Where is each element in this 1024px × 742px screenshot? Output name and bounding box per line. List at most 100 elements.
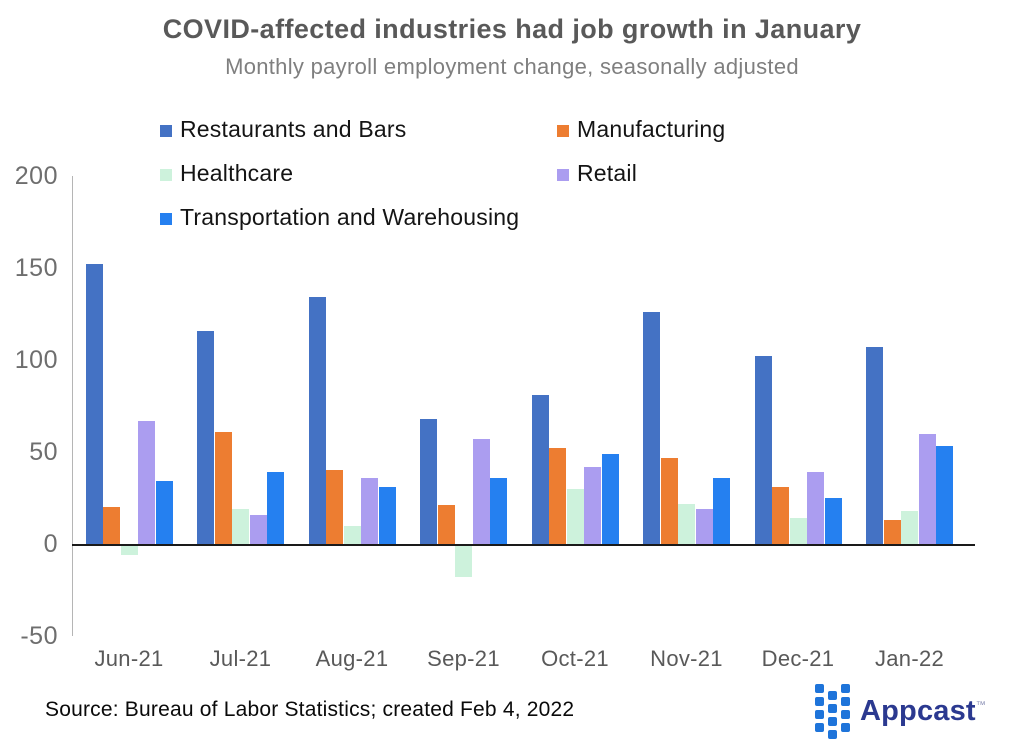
legend-item: Healthcare (160, 160, 557, 187)
y-tick-label: 150 (14, 254, 58, 282)
appcast-icon-dot (840, 684, 850, 693)
legend-swatch (160, 168, 172, 181)
bar (267, 472, 284, 544)
appcast-logo: Appcast™ (814, 684, 986, 739)
bar (643, 312, 660, 544)
bar (197, 330, 214, 544)
bar (343, 525, 361, 544)
bar (824, 498, 842, 544)
legend-item: Restaurants and Bars (160, 116, 557, 143)
x-tick-label: Oct-21 (541, 646, 609, 671)
bar-group (531, 176, 619, 636)
legend-item: Transportation and Warehousing (160, 204, 557, 231)
bar (490, 477, 507, 544)
appcast-icon-column (827, 691, 837, 739)
bar (754, 356, 772, 544)
legend-swatch (557, 168, 569, 181)
bar (772, 486, 789, 544)
bar-group (85, 176, 173, 636)
x-tick-label: Jun-21 (94, 646, 164, 671)
bar (437, 505, 455, 544)
appcast-icon-dot (814, 710, 824, 719)
bar (120, 546, 138, 556)
legend-label: Healthcare (180, 160, 294, 186)
legend-label: Manufacturing (577, 116, 726, 142)
chart-subtitle: Monthly payroll employment change, seaso… (225, 54, 799, 79)
zero-line (72, 544, 975, 546)
legend-swatch (557, 124, 569, 137)
bar (420, 418, 437, 544)
y-tick-label: -50 (20, 622, 58, 650)
bar-group (197, 176, 284, 636)
bar (936, 446, 953, 544)
appcast-icon-column (840, 684, 850, 732)
bar (918, 433, 936, 544)
bar-group (420, 176, 507, 636)
bar (103, 507, 120, 544)
appcast-icon-dot (814, 723, 824, 732)
legend-item: Retail (557, 160, 800, 187)
bar-group (308, 176, 396, 636)
y-tick-label: 50 (29, 438, 58, 466)
y-tick-label: 0 (43, 530, 58, 558)
bar (138, 420, 155, 544)
appcast-icon-dot (827, 704, 837, 713)
bar (308, 297, 326, 544)
bar-group (754, 176, 842, 636)
bar (660, 457, 678, 544)
source-note: Source: Bureau of Labor Statistics; crea… (45, 698, 575, 721)
bar (901, 510, 918, 544)
appcast-icon-dot (827, 691, 837, 700)
bar (455, 546, 472, 578)
trademark-symbol: ™ (975, 700, 986, 711)
bar (361, 477, 378, 544)
appcast-icon-dot (840, 697, 850, 706)
bar (789, 518, 807, 544)
bar (155, 481, 173, 544)
legend-label: Retail (577, 160, 638, 186)
bar (549, 448, 566, 544)
appcast-icon-dot (814, 684, 824, 693)
bar (531, 394, 549, 544)
y-tick-label: 200 (14, 162, 58, 190)
x-tick-label: Jan-22 (874, 646, 945, 671)
appcast-icon-dot (827, 717, 837, 726)
appcast-icon-dot (827, 730, 837, 739)
appcast-icon-dot (840, 723, 850, 732)
appcast-icon-column (814, 684, 824, 732)
appcast-wordmark-text: Appcast (859, 695, 976, 727)
appcast-icon-dot (814, 697, 824, 706)
x-tick-label: Dec-21 (761, 646, 835, 671)
legend-swatch (160, 124, 172, 137)
x-tick-label: Jul-21 (209, 646, 272, 671)
bar (713, 477, 730, 544)
bar (601, 453, 619, 544)
bar (566, 488, 584, 544)
bar (883, 520, 901, 544)
chart-title: COVID-affected industries had job growth… (162, 14, 862, 44)
bar-group (866, 176, 953, 636)
appcast-wordmark: Appcast™ (860, 695, 986, 728)
bar (807, 472, 824, 544)
bar (866, 347, 883, 544)
legend-swatch (160, 212, 172, 225)
bar (232, 509, 249, 544)
legend-label: Transportation and Warehousing (180, 204, 520, 230)
bar (85, 264, 103, 544)
bar (695, 509, 713, 544)
x-tick-label: Nov-21 (650, 646, 723, 671)
legend-label: Restaurants and Bars (180, 116, 407, 142)
bar (678, 503, 695, 544)
bar (249, 514, 267, 544)
appcast-icon (814, 684, 850, 739)
x-tick-label: Sep-21 (427, 646, 500, 671)
bar (584, 466, 601, 544)
legend-item: Manufacturing (557, 116, 800, 143)
y-axis-line (72, 176, 73, 636)
appcast-icon-dot (840, 710, 850, 719)
y-tick-label: 100 (14, 346, 58, 374)
bar-group (643, 176, 730, 636)
bar (326, 470, 343, 544)
